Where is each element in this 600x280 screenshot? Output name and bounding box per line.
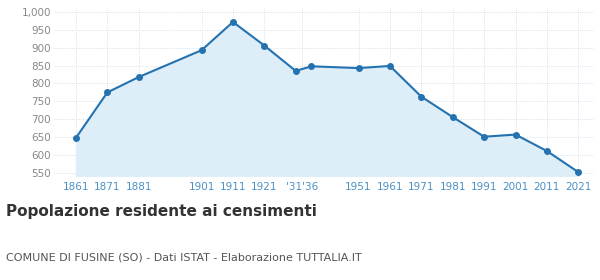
Text: COMUNE DI FUSINE (SO) - Dati ISTAT - Elaborazione TUTTALIA.IT: COMUNE DI FUSINE (SO) - Dati ISTAT - Ela… <box>6 252 362 262</box>
Text: Popolazione residente ai censimenti: Popolazione residente ai censimenti <box>6 204 317 219</box>
